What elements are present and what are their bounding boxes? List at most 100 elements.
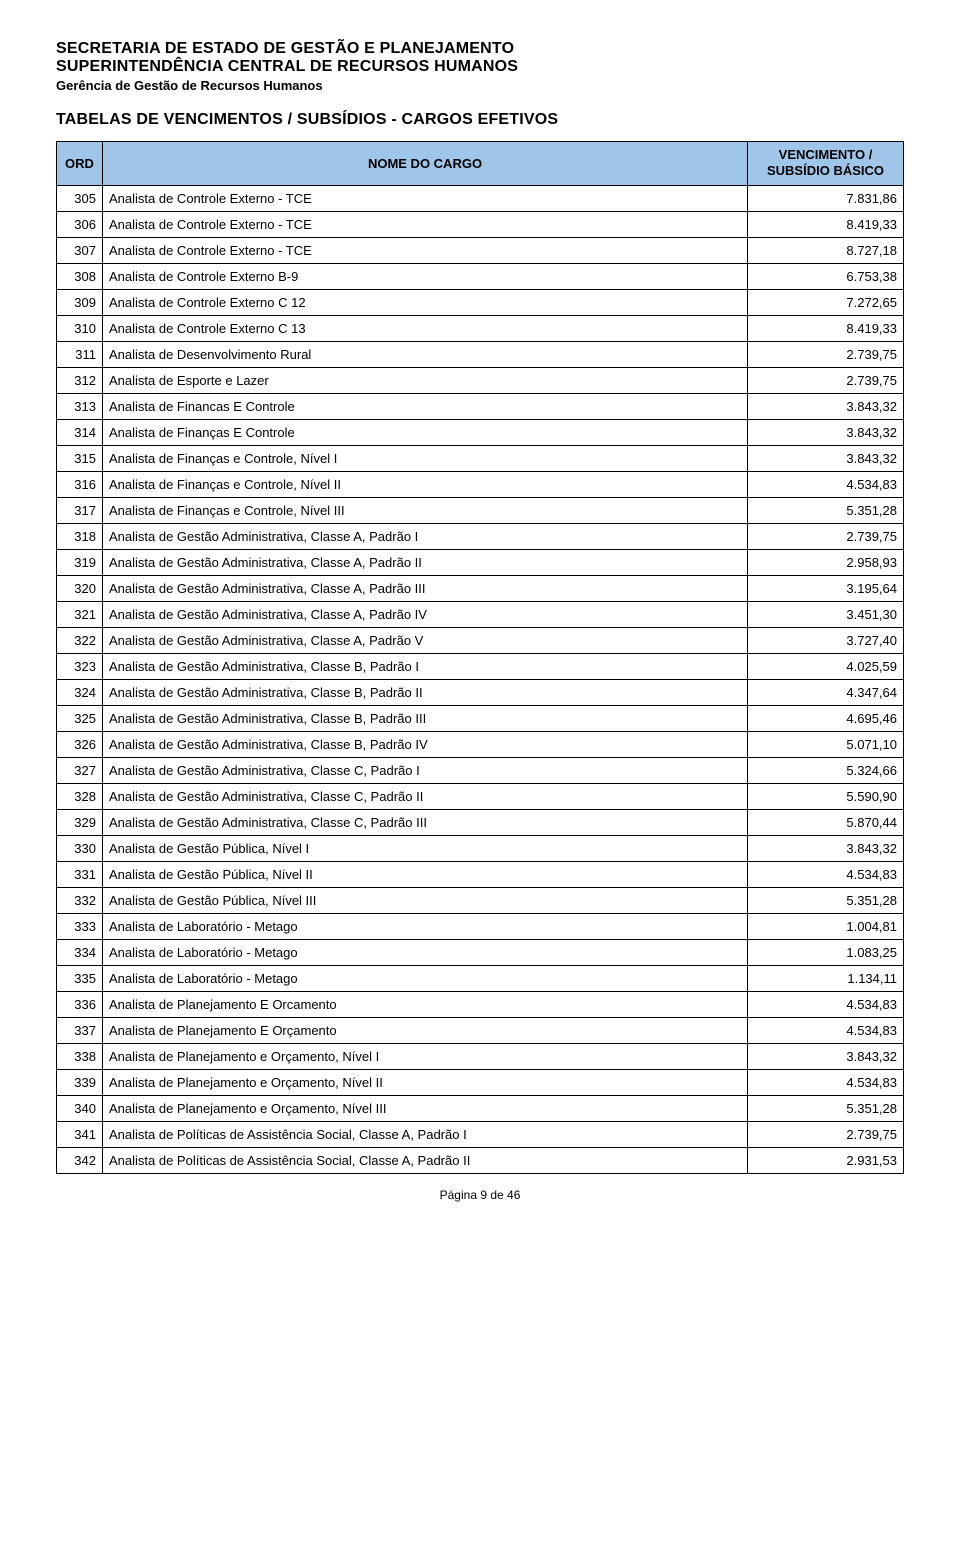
- cell-ord: 312: [57, 367, 103, 393]
- table-row: 312Analista de Esporte e Lazer2.739,75: [57, 367, 904, 393]
- cell-valor: 1.083,25: [748, 939, 904, 965]
- cell-valor: 1.004,81: [748, 913, 904, 939]
- table-row: 321Analista de Gestão Administrativa, Cl…: [57, 601, 904, 627]
- cell-nome: Analista de Gestão Administrativa, Class…: [103, 679, 748, 705]
- cell-valor: 2.739,75: [748, 341, 904, 367]
- cell-ord: 315: [57, 445, 103, 471]
- table-row: 317Analista de Finanças e Controle, Níve…: [57, 497, 904, 523]
- cell-valor: 8.419,33: [748, 315, 904, 341]
- cell-nome: Analista de Gestão Administrativa, Class…: [103, 757, 748, 783]
- cell-ord: 335: [57, 965, 103, 991]
- table-row: 307Analista de Controle Externo - TCE8.7…: [57, 237, 904, 263]
- table-row: 318Analista de Gestão Administrativa, Cl…: [57, 523, 904, 549]
- cell-ord: 336: [57, 991, 103, 1017]
- cell-ord: 314: [57, 419, 103, 445]
- cell-ord: 316: [57, 471, 103, 497]
- cell-nome: Analista de Gestão Administrativa, Class…: [103, 809, 748, 835]
- header-line-3: Gerência de Gestão de Recursos Humanos: [56, 78, 904, 93]
- cell-nome: Analista de Desenvolvimento Rural: [103, 341, 748, 367]
- cell-valor: 2.739,75: [748, 1121, 904, 1147]
- cell-ord: 325: [57, 705, 103, 731]
- cell-nome: Analista de Laboratório - Metago: [103, 913, 748, 939]
- cell-valor: 5.351,28: [748, 497, 904, 523]
- cell-valor: 4.347,64: [748, 679, 904, 705]
- cell-nome: Analista de Finanças e Controle, Nível I: [103, 445, 748, 471]
- cell-ord: 330: [57, 835, 103, 861]
- table-row: 308Analista de Controle Externo B-96.753…: [57, 263, 904, 289]
- cell-valor: 5.870,44: [748, 809, 904, 835]
- cell-ord: 332: [57, 887, 103, 913]
- table-row: 330Analista de Gestão Pública, Nível I3.…: [57, 835, 904, 861]
- cell-ord: 337: [57, 1017, 103, 1043]
- cell-nome: Analista de Financas E Controle: [103, 393, 748, 419]
- cell-nome: Analista de Gestão Administrativa, Class…: [103, 575, 748, 601]
- table-row: 314Analista de Finanças E Controle3.843,…: [57, 419, 904, 445]
- cell-nome: Analista de Gestão Administrativa, Class…: [103, 601, 748, 627]
- table-row: 313Analista de Financas E Controle3.843,…: [57, 393, 904, 419]
- table-row: 337Analista de Planejamento E Orçamento4…: [57, 1017, 904, 1043]
- cell-nome: Analista de Gestão Administrativa, Class…: [103, 783, 748, 809]
- cell-nome: Analista de Gestão Administrativa, Class…: [103, 627, 748, 653]
- col-header-vencimento-line1: VENCIMENTO /: [779, 147, 873, 162]
- cell-valor: 1.134,11: [748, 965, 904, 991]
- cell-nome: Analista de Planejamento e Orçamento, Ní…: [103, 1095, 748, 1121]
- table-row: 340Analista de Planejamento e Orçamento,…: [57, 1095, 904, 1121]
- cell-valor: 4.534,83: [748, 991, 904, 1017]
- cell-valor: 5.071,10: [748, 731, 904, 757]
- cell-nome: Analista de Finanças e Controle, Nível I…: [103, 497, 748, 523]
- cell-nome: Analista de Esporte e Lazer: [103, 367, 748, 393]
- cell-ord: 313: [57, 393, 103, 419]
- cell-ord: 341: [57, 1121, 103, 1147]
- cell-valor: 4.534,83: [748, 861, 904, 887]
- table-row: 322Analista de Gestão Administrativa, Cl…: [57, 627, 904, 653]
- table-row: 328Analista de Gestão Administrativa, Cl…: [57, 783, 904, 809]
- cell-valor: 4.025,59: [748, 653, 904, 679]
- document-header: SECRETARIA DE ESTADO DE GESTÃO E PLANEJA…: [56, 40, 904, 93]
- cell-nome: Analista de Laboratório - Metago: [103, 965, 748, 991]
- table-row: 338Analista de Planejamento e Orçamento,…: [57, 1043, 904, 1069]
- cell-valor: 8.727,18: [748, 237, 904, 263]
- cell-ord: 333: [57, 913, 103, 939]
- header-line-2: SUPERINTENDÊNCIA CENTRAL DE RECURSOS HUM…: [56, 58, 904, 76]
- cell-nome: Analista de Laboratório - Metago: [103, 939, 748, 965]
- table-row: 315Analista de Finanças e Controle, Níve…: [57, 445, 904, 471]
- table-row: 339Analista de Planejamento e Orçamento,…: [57, 1069, 904, 1095]
- cell-nome: Analista de Políticas de Assistência Soc…: [103, 1147, 748, 1173]
- col-header-vencimento-line2: SUBSÍDIO BÁSICO: [767, 163, 884, 178]
- cell-ord: 331: [57, 861, 103, 887]
- cell-ord: 319: [57, 549, 103, 575]
- table-row: 336Analista de Planejamento E Orcamento4…: [57, 991, 904, 1017]
- table-row: 329Analista de Gestão Administrativa, Cl…: [57, 809, 904, 835]
- cell-ord: 309: [57, 289, 103, 315]
- table-row: 310Analista de Controle Externo C 138.41…: [57, 315, 904, 341]
- cell-ord: 338: [57, 1043, 103, 1069]
- cell-ord: 340: [57, 1095, 103, 1121]
- cell-nome: Analista de Gestão Administrativa, Class…: [103, 731, 748, 757]
- cell-nome: Analista de Planejamento E Orçamento: [103, 1017, 748, 1043]
- cell-ord: 326: [57, 731, 103, 757]
- header-line-1: SECRETARIA DE ESTADO DE GESTÃO E PLANEJA…: [56, 40, 904, 58]
- cell-ord: 310: [57, 315, 103, 341]
- cell-valor: 3.451,30: [748, 601, 904, 627]
- table-body: 305Analista de Controle Externo - TCE7.8…: [57, 185, 904, 1173]
- cell-ord: 320: [57, 575, 103, 601]
- cell-ord: 339: [57, 1069, 103, 1095]
- cell-ord: 334: [57, 939, 103, 965]
- cell-valor: 3.843,32: [748, 835, 904, 861]
- table-row: 334Analista de Laboratório - Metago1.083…: [57, 939, 904, 965]
- cell-nome: Analista de Controle Externo C 13: [103, 315, 748, 341]
- cell-nome: Analista de Controle Externo C 12: [103, 289, 748, 315]
- cell-nome: Analista de Finanças e Controle, Nível I…: [103, 471, 748, 497]
- table-row: 341Analista de Políticas de Assistência …: [57, 1121, 904, 1147]
- cell-nome: Analista de Controle Externo - TCE: [103, 185, 748, 211]
- cell-nome: Analista de Controle Externo B-9: [103, 263, 748, 289]
- cell-valor: 6.753,38: [748, 263, 904, 289]
- table-row: 326Analista de Gestão Administrativa, Cl…: [57, 731, 904, 757]
- cell-ord: 324: [57, 679, 103, 705]
- cell-ord: 306: [57, 211, 103, 237]
- page-footer: Página 9 de 46: [56, 1188, 904, 1202]
- cell-nome: Analista de Planejamento e Orçamento, Ní…: [103, 1043, 748, 1069]
- cell-valor: 3.843,32: [748, 419, 904, 445]
- table-row: 325Analista de Gestão Administrativa, Cl…: [57, 705, 904, 731]
- cell-nome: Analista de Planejamento E Orcamento: [103, 991, 748, 1017]
